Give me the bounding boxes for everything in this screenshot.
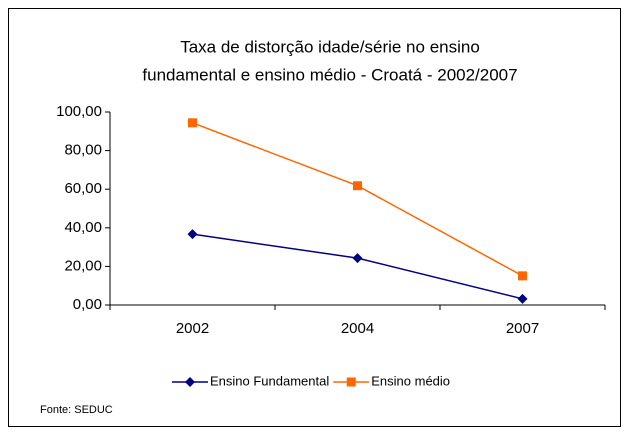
marker	[353, 181, 362, 191]
marker	[517, 293, 528, 304]
chart-title: fundamental e ensino médio - Croatá - 20…	[142, 65, 517, 84]
y-tick-label: 80,00	[64, 142, 102, 159]
x-tick-label: 2002	[176, 320, 209, 337]
y-tick-label: 0,00	[73, 296, 102, 313]
x-tick-label: 2004	[341, 320, 374, 337]
marker	[518, 271, 527, 281]
marker	[188, 118, 197, 128]
legend-marker	[185, 377, 195, 387]
y-tick-label: 60,00	[64, 180, 102, 197]
x-tick-label: 2007	[506, 320, 539, 337]
y-tick-label: 100,00	[56, 103, 102, 120]
source-note: Fonte: SEDUC	[40, 404, 113, 416]
y-tick-label: 20,00	[64, 257, 102, 274]
marker	[352, 253, 363, 264]
chart-title: Taxa de distorção idade/série no ensino	[180, 37, 480, 56]
marker	[187, 229, 198, 240]
legend-label: Ensino Fundamental	[210, 373, 329, 388]
y-tick-label: 40,00	[64, 219, 102, 236]
legend-marker	[346, 377, 356, 387]
legend-label: Ensino médio	[371, 373, 450, 388]
